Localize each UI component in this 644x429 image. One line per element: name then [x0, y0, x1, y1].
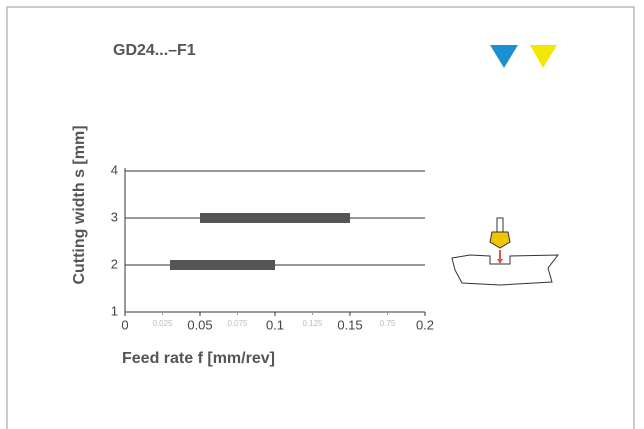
icon-yellow-triangle	[530, 45, 557, 68]
minor-x-tick-label: 0.025	[152, 319, 173, 328]
minor-x-tick-label: 0.075	[227, 319, 248, 328]
minor-x-tick-label: 0.75	[380, 319, 396, 328]
icon-blue-triangle	[490, 45, 518, 68]
y-tick-label: 1	[111, 303, 118, 318]
x-tick-label: 0.15	[337, 317, 362, 332]
y-axis-label: Cutting width s [mm]	[71, 125, 88, 284]
y-tick-label: 2	[111, 256, 118, 271]
frame	[6, 6, 635, 429]
bar	[170, 260, 275, 270]
x-tick-label: 0.2	[416, 317, 434, 332]
tool-icon	[451, 217, 560, 286]
y-tick-label: 3	[111, 209, 118, 224]
x-tick-label: 0.05	[187, 317, 212, 332]
chart-title: GD24...–F1	[113, 42, 196, 59]
x-tick-label: 0.1	[266, 317, 284, 332]
y-tick-label: 4	[111, 162, 118, 177]
x-axis-label: Feed rate f [mm/rev]	[122, 350, 275, 367]
bar	[200, 213, 350, 223]
x-tick-label: 0	[121, 317, 128, 332]
minor-x-tick-label: 0.125	[302, 319, 323, 328]
